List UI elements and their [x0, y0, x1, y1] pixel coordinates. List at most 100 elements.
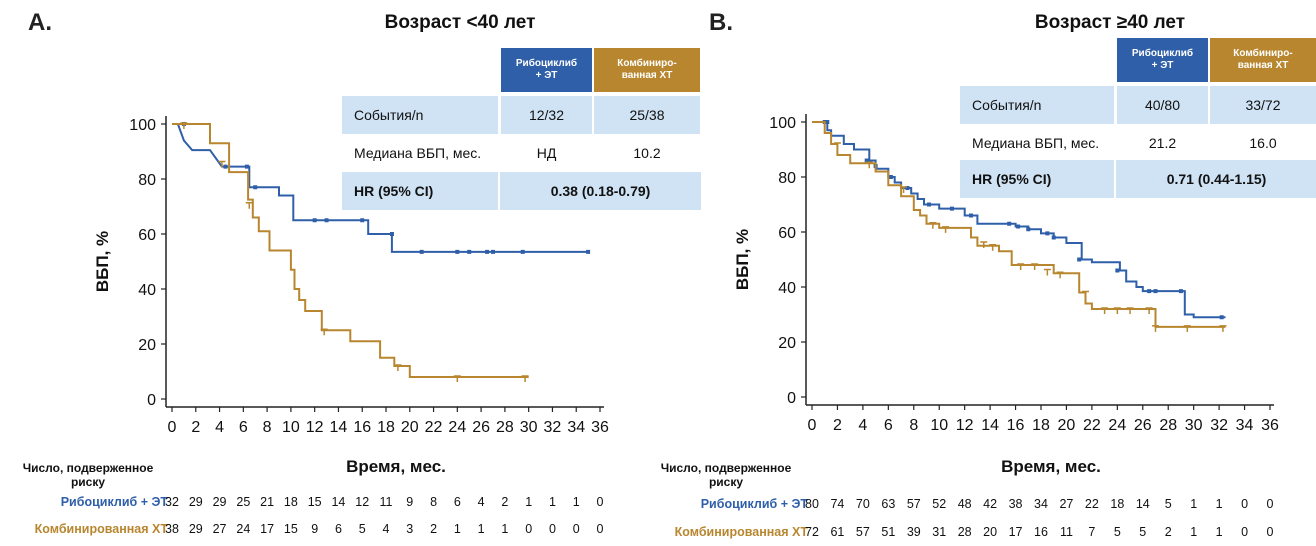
table-value: НД: [537, 145, 557, 161]
risk-count: 27: [213, 522, 227, 536]
x-tick-label: 6: [239, 419, 248, 436]
y-tick-label: 60: [778, 225, 796, 242]
y-tick-label: 40: [138, 282, 156, 299]
censor-mark-chemo: [1031, 263, 1039, 270]
y-tick-label: 80: [138, 172, 156, 189]
y-tick-label: 20: [138, 337, 156, 354]
table-cell: [342, 134, 498, 172]
censor-mark-chemo: [1113, 307, 1121, 314]
risk-count: 9: [311, 522, 318, 536]
censor-mark-chemo: [900, 186, 908, 193]
y-axis-label: ВБП, %: [733, 229, 752, 290]
risk-count: 22: [1085, 497, 1099, 511]
risk-count: 52: [932, 497, 946, 511]
km-curve-chemo: [172, 123, 529, 378]
x-tick-label: 14: [330, 419, 348, 436]
risk-count: 0: [1267, 525, 1274, 539]
risk-count: 38: [165, 522, 179, 536]
censor-mark-ribo: [389, 232, 394, 236]
censor-mark-ribo: [864, 158, 869, 163]
risk-count: 12: [355, 495, 369, 509]
table-header-label: Комбиниро-ванная ХТ: [617, 57, 676, 81]
censor-mark-ribo: [586, 249, 591, 254]
table-header-cell: [594, 48, 700, 92]
censor-mark-chemo: [1082, 290, 1090, 298]
table-hr-value: 0.38 (0.18-0.79): [551, 183, 651, 199]
risk-count: 5: [359, 522, 366, 536]
risk-count: 57: [856, 525, 870, 539]
censor-mark-chemo: [1183, 325, 1191, 332]
censor-mark-chemo: [1152, 325, 1159, 332]
table-header-cell: [501, 48, 592, 92]
risk-count: 1: [1190, 497, 1197, 511]
risk-count: 72: [805, 525, 819, 539]
risk-count: 18: [284, 495, 298, 509]
table-cell: [594, 96, 700, 134]
risk-count: 51: [881, 525, 895, 539]
table-value: 10.2: [633, 145, 660, 161]
x-tick-label: 18: [1032, 417, 1050, 434]
table-value: 40/80: [1145, 97, 1180, 113]
censor-mark-ribo: [1077, 257, 1082, 262]
table-cell: [501, 134, 592, 172]
censor-mark-ribo: [491, 249, 495, 254]
km-curve-ribo: [172, 123, 589, 253]
risk-count: 61: [830, 525, 844, 539]
table-value: 25/38: [629, 107, 664, 123]
table-cell: [960, 124, 1114, 162]
x-tick-label: 22: [1083, 417, 1101, 434]
censor-mark-ribo: [244, 164, 249, 169]
risk-count: 0: [597, 522, 604, 536]
table-value: 12/32: [529, 107, 564, 123]
y-tick-label: 0: [147, 392, 156, 409]
censor-mark-ribo: [485, 249, 490, 254]
risk-count: 11: [1060, 525, 1073, 539]
x-axis-label: Время, мес.: [346, 457, 446, 476]
censor-mark-ribo: [253, 185, 258, 190]
x-tick-label: 30: [520, 419, 538, 436]
x-axis-label: Время, мес.: [1001, 457, 1101, 476]
y-axis-label: ВБП, %: [93, 231, 112, 292]
censor-mark-ribo: [455, 249, 460, 254]
risk-count: 9: [406, 495, 413, 509]
table-row-label: События/n: [972, 97, 1041, 113]
risk-count: 0: [597, 495, 604, 509]
x-tick-label: 28: [496, 419, 514, 436]
risk-count: 29: [213, 495, 227, 509]
censor-mark-ribo: [969, 213, 974, 218]
risk-count: 1: [501, 522, 508, 536]
risk-count: 15: [308, 495, 322, 509]
x-tick-label: 22: [425, 419, 443, 436]
censor-mark-chemo: [1145, 307, 1153, 314]
x-tick-label: 18: [377, 419, 395, 436]
risk-count: 1: [1216, 525, 1223, 539]
x-tick-label: 32: [1210, 417, 1228, 434]
x-tick-label: 0: [808, 417, 817, 434]
y-tick-label: 100: [129, 117, 156, 134]
risk-count: 11: [380, 495, 393, 509]
table-value: 16.0: [1249, 135, 1276, 151]
table-header-label: Рибоциклиб + ЭТ: [516, 57, 577, 81]
censor-mark-ribo: [949, 206, 954, 211]
censor-mark-ribo: [1219, 315, 1224, 320]
table-cell: [342, 172, 498, 210]
table-header-cell: [1117, 38, 1208, 82]
table-value: 33/72: [1245, 97, 1280, 113]
censor-mark-ribo: [419, 249, 424, 254]
risk-count: 0: [549, 522, 556, 536]
risk-count: 80: [805, 497, 819, 511]
censor-mark-ribo: [1045, 231, 1050, 236]
risk-count: 6: [335, 522, 342, 536]
risk-count: 0: [1267, 497, 1274, 511]
risk-count: 7: [1088, 525, 1095, 539]
risk-header: риску: [71, 475, 105, 489]
risk-count: 1: [549, 495, 556, 509]
x-tick-label: 34: [567, 419, 585, 436]
risk-count: 18: [1110, 497, 1124, 511]
table-cell: [960, 160, 1114, 198]
censor-mark-chemo: [218, 160, 226, 168]
risk-count: 14: [331, 495, 345, 509]
censor-mark-chemo: [1017, 263, 1025, 270]
